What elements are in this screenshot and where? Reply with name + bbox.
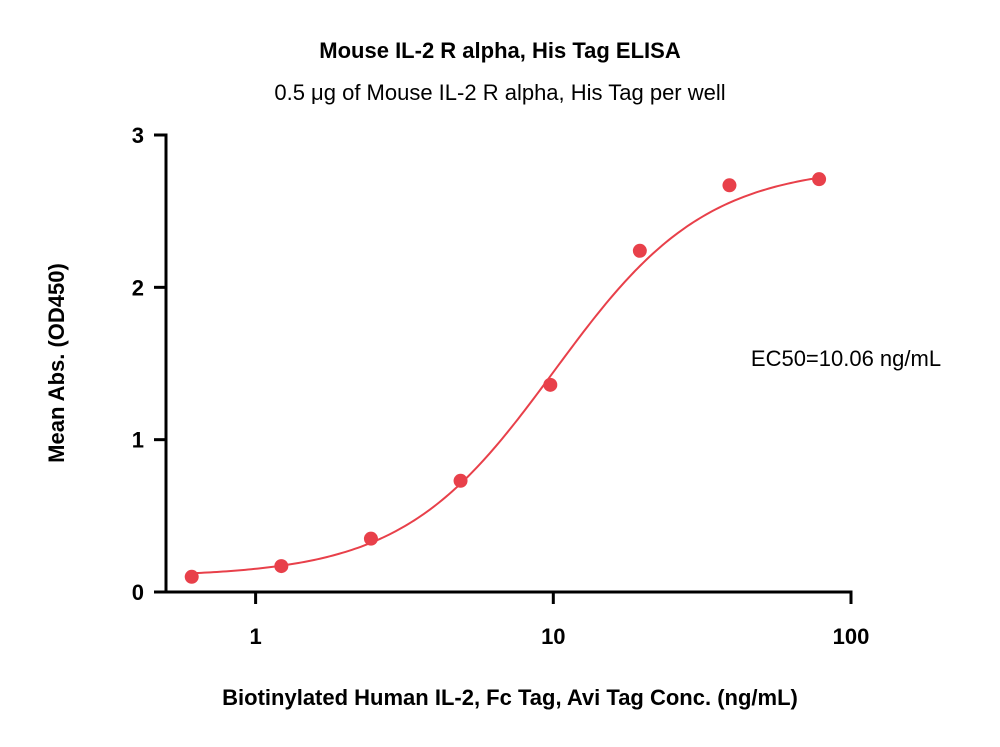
- y-tick-label: 1: [132, 428, 144, 453]
- fit-layer: [191, 176, 820, 575]
- data-point: [453, 473, 468, 488]
- y-axis: 0 1 2 3: [132, 123, 168, 605]
- chart-subtitle: 0.5 μg of Mouse IL-2 R alpha, His Tag pe…: [274, 80, 725, 105]
- data-points: [184, 172, 827, 584]
- data-point: [543, 377, 558, 392]
- x-tick-label: 10: [541, 624, 565, 649]
- ec50-annotation: EC50=10.06 ng/mL: [751, 346, 941, 371]
- x-tick-label: 100: [833, 624, 870, 649]
- data-point: [632, 243, 647, 258]
- chart-title: Mouse IL-2 R alpha, His Tag ELISA: [319, 38, 681, 63]
- data-point: [722, 178, 737, 193]
- x-axis-label: Biotinylated Human IL-2, Fc Tag, Avi Tag…: [222, 685, 798, 710]
- y-axis-label: Mean Abs. (OD450): [44, 263, 69, 463]
- y-tick-label: 2: [132, 275, 144, 300]
- y-tick-label: 3: [132, 123, 144, 148]
- data-point: [812, 172, 827, 187]
- x-tick-label: 1: [249, 624, 261, 649]
- data-point: [274, 559, 289, 574]
- x-axis: 1 10 100: [164, 590, 870, 649]
- data-point: [363, 531, 378, 546]
- fit-curve: [191, 176, 820, 575]
- y-tick-label: 0: [132, 580, 144, 605]
- data-point: [184, 569, 199, 584]
